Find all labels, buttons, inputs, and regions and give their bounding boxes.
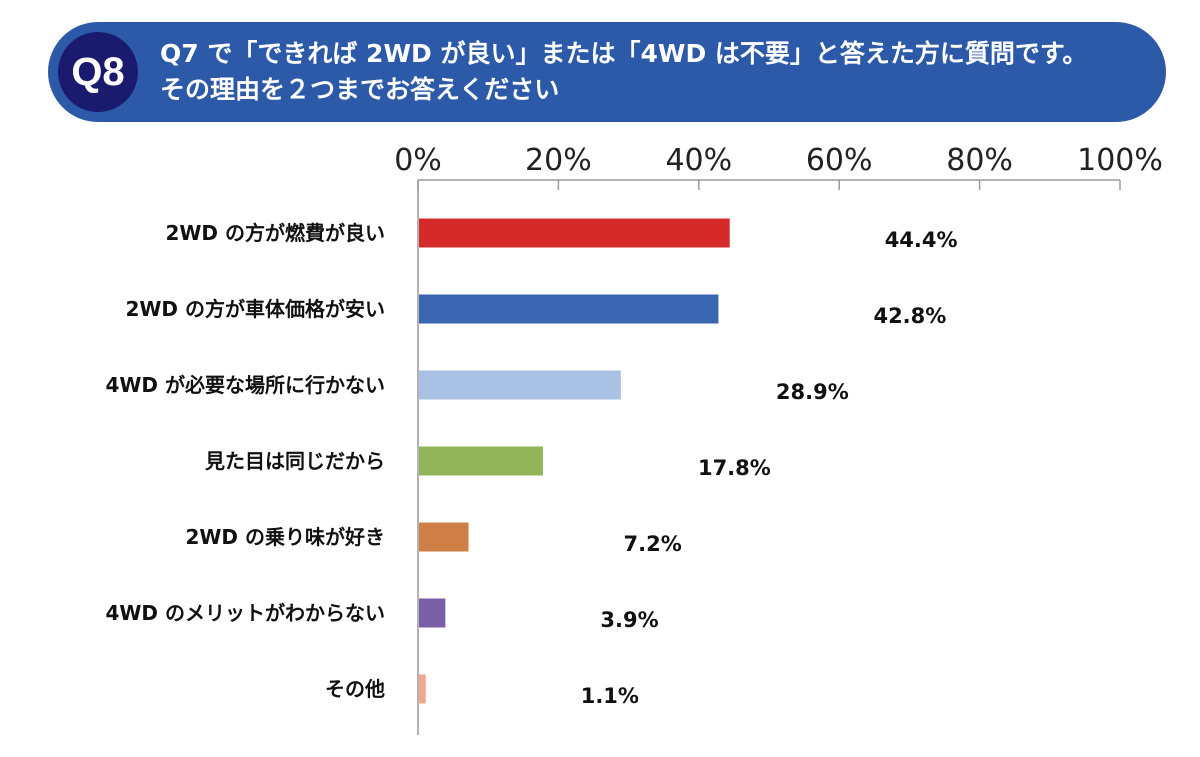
- question-badge: Q8: [58, 32, 138, 112]
- x-tick-label: 20%: [525, 143, 592, 178]
- category-label: 見た目は同じだから: [205, 449, 385, 473]
- bar: [419, 218, 730, 248]
- bar: [419, 598, 446, 628]
- x-tick-label: 40%: [665, 143, 732, 178]
- value-label: 3.9%: [600, 608, 658, 632]
- category-label: 2WD の方が燃費が良い: [165, 221, 385, 245]
- question-line-1: Q7 で「できれば 2WD が良い」または「4WD は不要」と答えた方に質問です…: [160, 39, 1088, 68]
- bar: [419, 522, 469, 552]
- bar: [419, 294, 719, 324]
- value-label: 7.2%: [624, 532, 682, 556]
- bar: [419, 674, 426, 704]
- category-label: 4WD が必要な場所に行かない: [105, 373, 385, 397]
- x-tick-label: 60%: [806, 143, 873, 178]
- question-text: Q7 で「できれば 2WD が良い」または「4WD は不要」と答えた方に質問です…: [160, 36, 1150, 108]
- category-label: 2WD の乗り味が好き: [185, 525, 385, 549]
- x-tick-label: 100%: [1077, 143, 1163, 178]
- question-line-2: その理由を２つまでお答えください: [160, 75, 560, 104]
- value-label: 1.1%: [581, 684, 639, 708]
- x-tick-label: 80%: [946, 143, 1013, 178]
- bar: [419, 370, 621, 400]
- value-label: 28.9%: [776, 380, 849, 404]
- bar: [419, 446, 543, 476]
- question-header: Q8 Q7 で「できれば 2WD が良い」または「4WD は不要」と答えた方に質…: [48, 22, 1166, 122]
- category-label: 4WD のメリットがわからない: [105, 601, 385, 625]
- category-label: 2WD の方が車体価格が安い: [125, 297, 385, 321]
- value-label: 17.8%: [698, 456, 771, 480]
- value-label: 44.4%: [885, 228, 958, 252]
- x-tick-label: 0%: [394, 143, 442, 178]
- category-label: その他: [325, 677, 385, 701]
- value-label: 42.8%: [873, 304, 946, 328]
